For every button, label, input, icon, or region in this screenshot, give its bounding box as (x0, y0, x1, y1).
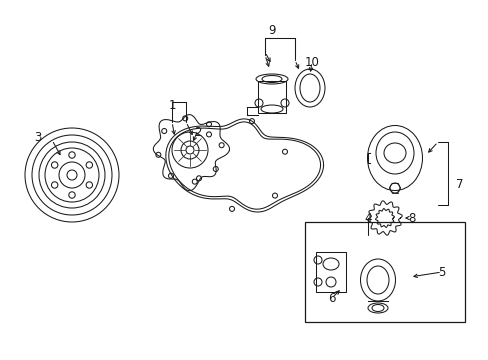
Text: 3: 3 (34, 131, 41, 144)
Text: 9: 9 (268, 23, 275, 36)
Text: 4: 4 (364, 211, 371, 225)
Text: 2: 2 (194, 126, 202, 139)
Bar (258, 81, 285, 113)
Bar (315, 252, 346, 292)
Text: 8: 8 (407, 211, 415, 225)
Bar (305, 222, 464, 322)
Text: 10: 10 (304, 55, 319, 68)
Text: 5: 5 (437, 266, 445, 279)
Text: 7: 7 (455, 179, 463, 192)
Text: 1: 1 (168, 99, 175, 112)
Text: 6: 6 (327, 292, 335, 305)
